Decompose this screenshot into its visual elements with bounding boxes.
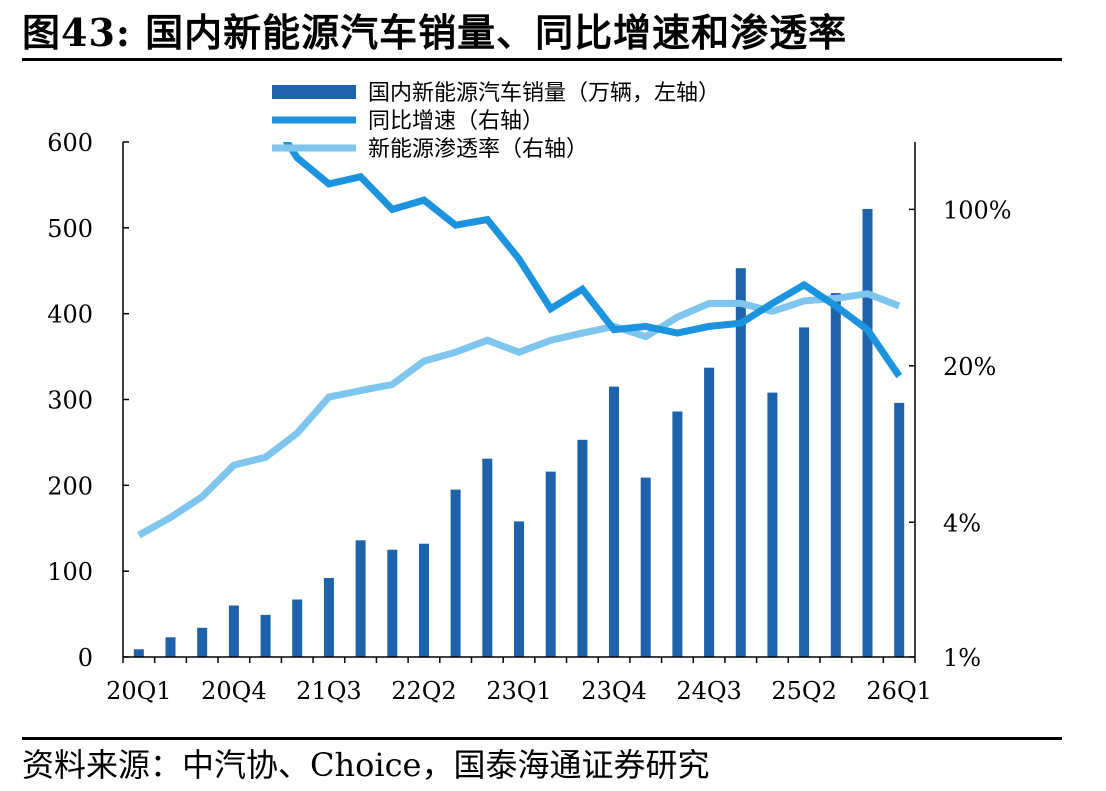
x-tick-label: 23Q4 xyxy=(581,677,646,705)
title-rule xyxy=(22,58,1062,61)
bar-21Q3 xyxy=(323,578,334,657)
left-tick-label: 500 xyxy=(47,215,93,243)
left-tick-label: 400 xyxy=(47,301,93,329)
x-tick-label: 20Q4 xyxy=(201,677,266,705)
bar-24Q2 xyxy=(672,411,683,657)
bar-23Q4 xyxy=(609,386,619,657)
bar-24Q1 xyxy=(640,477,651,657)
penetration-line xyxy=(137,290,901,539)
legend: 国内新能源汽车销量（万辆，左轴） 同比增速（右轴） 新能源渗透率（右轴） xyxy=(272,81,720,162)
bar-22Q4 xyxy=(482,458,493,657)
left-tick-label: 100 xyxy=(47,558,93,586)
right-tick-label: 1% xyxy=(943,644,981,672)
x-tick-label: 21Q3 xyxy=(296,677,361,705)
legend-swatch-sales xyxy=(272,85,356,99)
bar-23Q2 xyxy=(545,471,556,657)
right-tick-label: 100% xyxy=(943,196,1012,224)
x-tick-label: 22Q2 xyxy=(391,677,456,705)
bar-22Q2 xyxy=(419,543,429,657)
bar-25Q1 xyxy=(767,392,778,657)
bar-20Q2 xyxy=(165,637,176,657)
bar-25Q4 xyxy=(862,208,873,657)
right-tick-label: 20% xyxy=(943,353,996,381)
bar-25Q3 xyxy=(830,293,841,657)
bar-23Q1 xyxy=(514,521,524,657)
legend-label-sales: 国内新能源汽车销量（万辆，左轴） xyxy=(368,81,720,106)
bar-24Q3 xyxy=(704,367,715,657)
bar-24Q4 xyxy=(735,268,746,657)
left-tick-label: 0 xyxy=(78,644,93,672)
right-tick-label: 4% xyxy=(943,509,981,537)
line-series xyxy=(137,142,903,539)
bar-26Q1 xyxy=(894,402,905,657)
source-rule xyxy=(22,737,1062,740)
x-tick-label: 24Q3 xyxy=(676,677,741,705)
bar-20Q1 xyxy=(133,649,144,657)
growth-line xyxy=(282,142,903,379)
bar-series xyxy=(133,208,905,657)
legend-label-penetration: 新能源渗透率（右轴） xyxy=(368,137,588,162)
x-tick-label: 23Q1 xyxy=(486,677,551,705)
x-tick-label: 20Q1 xyxy=(106,677,171,705)
bar-20Q3 xyxy=(197,627,208,657)
bar-20Q4 xyxy=(228,605,239,657)
bar-22Q3 xyxy=(450,489,461,657)
left-tick-label: 600 xyxy=(47,129,93,157)
left-tick-label: 200 xyxy=(47,472,93,500)
bar-21Q4 xyxy=(355,540,366,657)
bar-22Q1 xyxy=(387,549,398,657)
x-tick-label: 25Q2 xyxy=(771,677,836,705)
bar-25Q2 xyxy=(799,327,810,657)
bar-23Q3 xyxy=(577,439,588,657)
chart-title: 图43: 国内新能源汽车销量、同比增速和渗透率 xyxy=(22,10,848,55)
legend-label-growth: 同比增速（右轴） xyxy=(368,109,544,134)
x-tick-label: 26Q1 xyxy=(866,677,931,705)
left-tick-label: 300 xyxy=(47,387,93,415)
bar-21Q1 xyxy=(260,614,271,657)
source-note: 资料来源：中汽协、Choice，国泰海通证券研究 xyxy=(22,746,710,784)
bar-21Q2 xyxy=(292,599,303,657)
axes: 0 100 200 300 400 500 600 1% 4% 20% 100% 20Q1 20Q4 21… xyxy=(47,129,1011,705)
